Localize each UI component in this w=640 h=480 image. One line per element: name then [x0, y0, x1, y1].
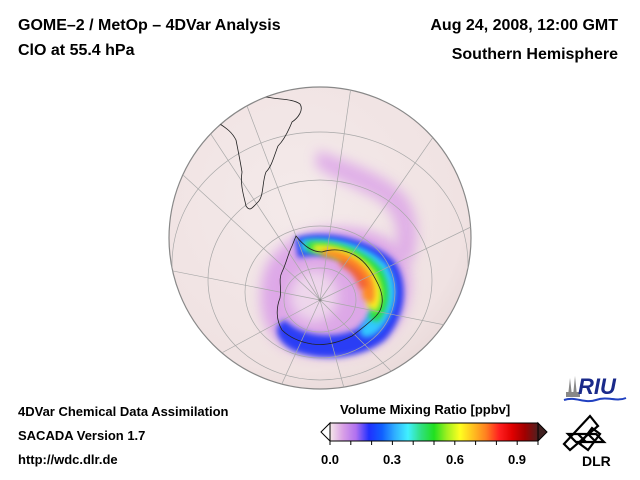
clo-yellow-band	[312, 244, 382, 312]
clo-green-band	[305, 241, 389, 322]
colorbar-title: Volume Mixing Ratio [ppbv]	[340, 402, 511, 417]
riu-logo-text: RIU	[578, 374, 617, 399]
dlr-logo: DLR	[562, 414, 611, 469]
colorbar-tick-label: 0.6	[445, 452, 465, 467]
clo-pole-hole	[290, 270, 338, 322]
coastline-new-zealand	[300, 390, 362, 394]
cathedral-icon	[566, 376, 580, 397]
colorbar-tick-label: 0.3	[382, 452, 402, 467]
colorbar	[320, 421, 548, 445]
south-pole-marker	[318, 298, 322, 302]
hemisphere-label: Southern Hemisphere	[451, 46, 618, 63]
datetime-label: Aug 24, 2008, 12:00 GMT	[430, 17, 618, 34]
clo-tail	[315, 150, 417, 265]
colorbar-tick-marks	[329, 441, 539, 445]
colorbar-tick-label: 0.9	[507, 452, 527, 467]
footer-version-label: SACADA Version 1.7	[18, 428, 146, 443]
clo-orange-core	[322, 249, 375, 304]
coastline-australia	[245, 378, 269, 388]
graticule	[169, 87, 471, 389]
dlr-logo-text: DLR	[582, 453, 611, 469]
footer-assimilation-label: 4DVar Chemical Data Assimilation	[18, 404, 229, 419]
river-wave-icon	[563, 397, 627, 403]
plot-title: GOME–2 / MetOp – 4DVar Analysis	[18, 17, 281, 34]
coastline-antarctica	[276, 235, 383, 345]
dlr-emblem-icon	[562, 414, 607, 452]
colorbar-tick-label: 0.0	[320, 452, 340, 467]
species-level-label: ClO at 55.4 hPa	[18, 42, 135, 59]
riu-logo: RIU	[563, 374, 627, 403]
clo-red-core	[340, 260, 368, 290]
clo-field	[260, 150, 417, 358]
colorbar-under-extend	[320, 421, 331, 443]
footer-url-link[interactable]: http://wdc.dlr.de	[18, 452, 118, 467]
coastline-south-america	[213, 92, 302, 210]
colorbar-gradient	[329, 422, 539, 442]
colorbar-over-extend	[537, 421, 548, 443]
